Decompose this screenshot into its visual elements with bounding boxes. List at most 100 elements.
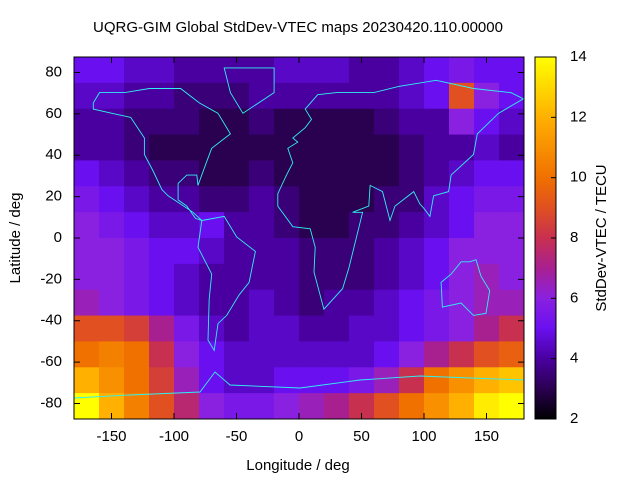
y-tick-label: -20 — [40, 270, 62, 287]
heat-cell — [99, 212, 125, 239]
heat-cell — [299, 393, 325, 420]
colorbar-tick-label: 12 — [570, 108, 587, 125]
heat-cell — [274, 341, 300, 368]
heat-cell — [124, 238, 150, 265]
heat-cell — [324, 315, 350, 342]
heat-cell — [274, 212, 300, 239]
heat-cell — [499, 57, 525, 84]
heat-cell — [399, 263, 425, 291]
heat-cell — [74, 238, 100, 265]
heat-cell — [74, 289, 100, 317]
x-tick-label: -100 — [159, 428, 189, 445]
heat-cell — [99, 263, 125, 291]
heat-cell — [299, 134, 325, 161]
heat-cell — [174, 393, 200, 420]
colorbar-tick-label: 4 — [570, 350, 578, 367]
y-axis-label: Latitude / deg — [7, 193, 24, 284]
heat-cell — [299, 367, 325, 394]
heat-cell — [249, 134, 275, 161]
heat-cell — [174, 315, 200, 342]
heat-cell — [74, 186, 100, 213]
heat-cell — [324, 289, 350, 317]
heat-cell — [199, 212, 225, 239]
heat-cell — [99, 238, 125, 265]
heat-cell — [149, 57, 175, 84]
heat-cell — [474, 238, 500, 265]
heat-cell — [99, 160, 125, 187]
heat-cell — [174, 57, 200, 84]
heat-cell — [474, 367, 500, 394]
heat-cell — [274, 315, 300, 342]
heat-cell — [449, 212, 475, 239]
heat-cell — [174, 160, 200, 187]
heatmap — [74, 57, 525, 420]
heat-cell — [424, 289, 450, 317]
heat-cell — [424, 315, 450, 342]
heat-cell — [249, 108, 275, 136]
coastline — [223, 67, 275, 114]
heat-cell — [124, 186, 150, 213]
heat-cell — [374, 57, 400, 84]
heat-cell — [374, 238, 400, 265]
heat-cell — [199, 160, 225, 187]
heat-cell — [224, 289, 250, 317]
heat-cell — [174, 263, 200, 291]
heat-cell — [424, 263, 450, 291]
heat-cell — [399, 341, 425, 368]
heat-cell — [449, 186, 475, 213]
coastline — [197, 215, 256, 352]
heat-cell — [474, 82, 500, 110]
heat-cell — [499, 263, 525, 291]
heat-cell — [399, 57, 425, 84]
heat-cell — [174, 134, 200, 161]
heat-cell — [74, 134, 100, 161]
heat-cell — [199, 315, 225, 342]
heat-cell — [174, 341, 200, 368]
heat-cell — [149, 341, 175, 368]
heat-cell — [424, 82, 450, 110]
y-tick-label: -80 — [40, 394, 62, 411]
heat-cell — [474, 315, 500, 342]
heat-cell — [374, 212, 400, 239]
heat-cell — [399, 160, 425, 187]
heat-cell — [149, 160, 175, 187]
x-tick-label: 0 — [295, 428, 303, 445]
heat-cell — [149, 108, 175, 136]
heat-cell — [374, 341, 400, 368]
heat-cell — [249, 238, 275, 265]
x-tick-label: 100 — [411, 428, 436, 445]
colorbar-tick-label: 6 — [570, 289, 578, 306]
heat-cell — [299, 263, 325, 291]
heat-cell — [424, 186, 450, 213]
y-tick-label: -60 — [40, 353, 62, 370]
heat-cell — [299, 186, 325, 213]
heat-cell — [249, 341, 275, 368]
y-tick-label: 40 — [45, 146, 62, 163]
heat-cell — [224, 341, 250, 368]
heat-cell — [174, 108, 200, 136]
heat-cell — [499, 238, 525, 265]
colorbar-tick-label: 10 — [570, 169, 587, 186]
heat-cell — [99, 341, 125, 368]
heat-cell — [324, 238, 350, 265]
heat-cell — [74, 263, 100, 291]
colorbar-tick-label: 14 — [570, 48, 587, 65]
heat-cell — [424, 108, 450, 136]
heat-cell — [324, 186, 350, 213]
heat-cell — [374, 289, 400, 317]
coastline — [92, 88, 231, 221]
x-tick-label: 150 — [474, 428, 499, 445]
heat-cell — [499, 393, 525, 420]
heat-cell — [124, 160, 150, 187]
heat-cell — [399, 393, 425, 420]
heat-cell — [249, 263, 275, 291]
heat-cell — [199, 108, 225, 136]
x-tick-label: -50 — [226, 428, 248, 445]
heat-cell — [224, 367, 250, 394]
heat-cell — [224, 263, 250, 291]
colorbar-tick-label: 2 — [570, 410, 578, 427]
heat-cell — [449, 315, 475, 342]
heat-cell — [349, 108, 375, 136]
heat-cell — [399, 315, 425, 342]
heat-cell — [474, 212, 500, 239]
